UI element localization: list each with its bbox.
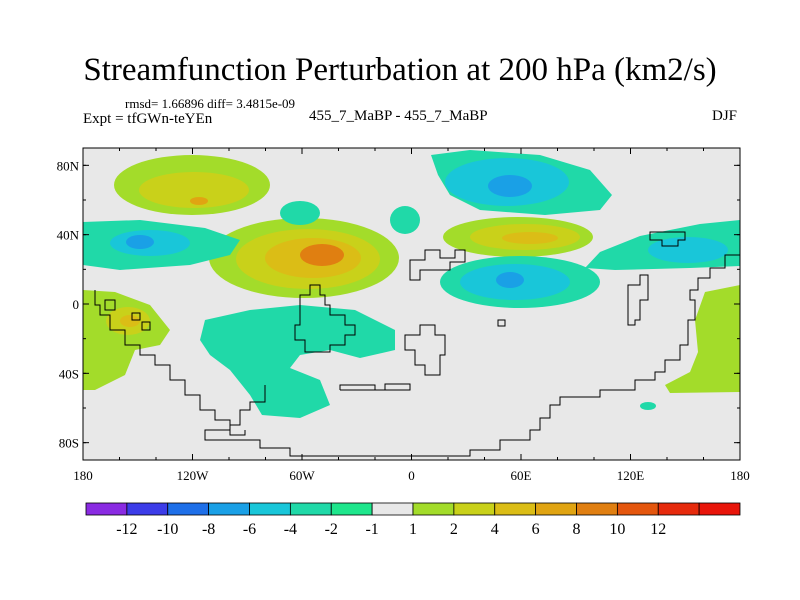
coastlines <box>94 231 740 457</box>
x-tick-label: 60E <box>511 468 532 483</box>
y-tick-label: 40S <box>59 366 79 381</box>
contour-negative <box>496 272 524 288</box>
colorbar: -12 -10 -8 -6 -4 -2 -1 1 2 4 6 8 10 12 <box>85 502 741 538</box>
colorbar-swatch <box>576 502 618 516</box>
x-axis: 180 120W 60W 0 60E 120E 180 <box>73 148 750 483</box>
colorbar-swatch <box>698 502 741 516</box>
coastline <box>627 274 649 326</box>
colorbar-label: -12 <box>116 521 137 538</box>
coastline <box>339 383 411 391</box>
contour-negative <box>488 175 532 197</box>
chart-title: Streamfunction Perturbation at 200 hPa (… <box>83 52 717 88</box>
colorbar-label: 1 <box>409 521 417 538</box>
colorbar-label: 6 <box>532 521 540 538</box>
colorbar-swatch <box>657 502 700 516</box>
colorbar-swatch <box>494 502 537 516</box>
contour-positive <box>190 197 208 205</box>
coastline <box>409 249 466 281</box>
colorbar-swatch <box>167 502 210 516</box>
stats-label: rmsd= 1.66896 diff= 3.4815e-09 <box>125 96 296 111</box>
coastline <box>229 385 266 436</box>
colorbar-label: 2 <box>450 521 458 538</box>
colorbar-swatch <box>371 502 414 516</box>
coastline <box>400 254 740 457</box>
contour-negative <box>280 201 320 225</box>
coastline <box>404 324 446 376</box>
contour-positive <box>120 315 140 327</box>
colorbar-label: -4 <box>284 521 297 538</box>
case-label: 455_7_MaBP - 455_7_MaBP <box>309 108 488 124</box>
colorbar-swatch <box>412 502 455 516</box>
contour-negative <box>200 305 395 418</box>
x-tick-label: 180 <box>73 468 93 483</box>
colorbar-label: -10 <box>157 521 178 538</box>
contour-fills <box>83 150 740 418</box>
contour-positive <box>300 244 344 266</box>
colorbar-swatch <box>126 502 169 516</box>
x-tick-label: 0 <box>408 468 415 483</box>
colorbar-swatch <box>535 502 577 516</box>
contour-negative <box>390 206 420 234</box>
y-tick-label: 0 <box>73 297 80 312</box>
y-tick-label: 40N <box>57 228 80 243</box>
colorbar-label: 4 <box>491 521 499 538</box>
coastline <box>131 312 141 321</box>
colorbar-label: -8 <box>202 521 215 538</box>
colorbar-swatch <box>616 502 659 516</box>
contour-positive <box>139 172 249 208</box>
colorbar-swatch <box>249 502 291 516</box>
coastline <box>497 319 506 327</box>
x-tick-label: 120W <box>177 468 210 483</box>
contour-negative <box>640 402 656 410</box>
colorbar-swatch <box>85 502 128 516</box>
contour-negative <box>126 235 154 249</box>
x-tick-label: 120E <box>617 468 645 483</box>
colorbar-label: 8 <box>573 521 581 538</box>
coastline <box>104 299 116 311</box>
colorbar-swatch <box>289 502 332 516</box>
colorbar-label: -6 <box>243 521 256 538</box>
colorbar-label: -2 <box>325 521 338 538</box>
colorbar-label: 12 <box>650 521 666 538</box>
experiment-label: Expt = tfGWn-teYEn <box>83 111 213 127</box>
contour-positive <box>665 285 740 393</box>
coastline <box>94 290 400 457</box>
colorbar-swatch <box>208 502 250 516</box>
colorbar-label: -1 <box>365 521 378 538</box>
x-tick-label: 180 <box>730 468 750 483</box>
coastline <box>649 231 686 247</box>
coastline <box>141 321 151 331</box>
y-axis: 80N 40N 0 40S 80S <box>57 158 740 451</box>
colorbar-swatch <box>453 502 496 516</box>
contour-negative <box>648 237 728 263</box>
contour-positive <box>502 232 558 244</box>
season-label: DJF <box>712 108 738 124</box>
colorbar-swatch <box>330 502 373 516</box>
x-tick-label: 60W <box>289 468 315 483</box>
colorbar-label: 10 <box>609 521 625 538</box>
y-tick-label: 80N <box>57 158 80 173</box>
coastline <box>294 284 356 353</box>
y-tick-label: 80S <box>59 436 79 451</box>
